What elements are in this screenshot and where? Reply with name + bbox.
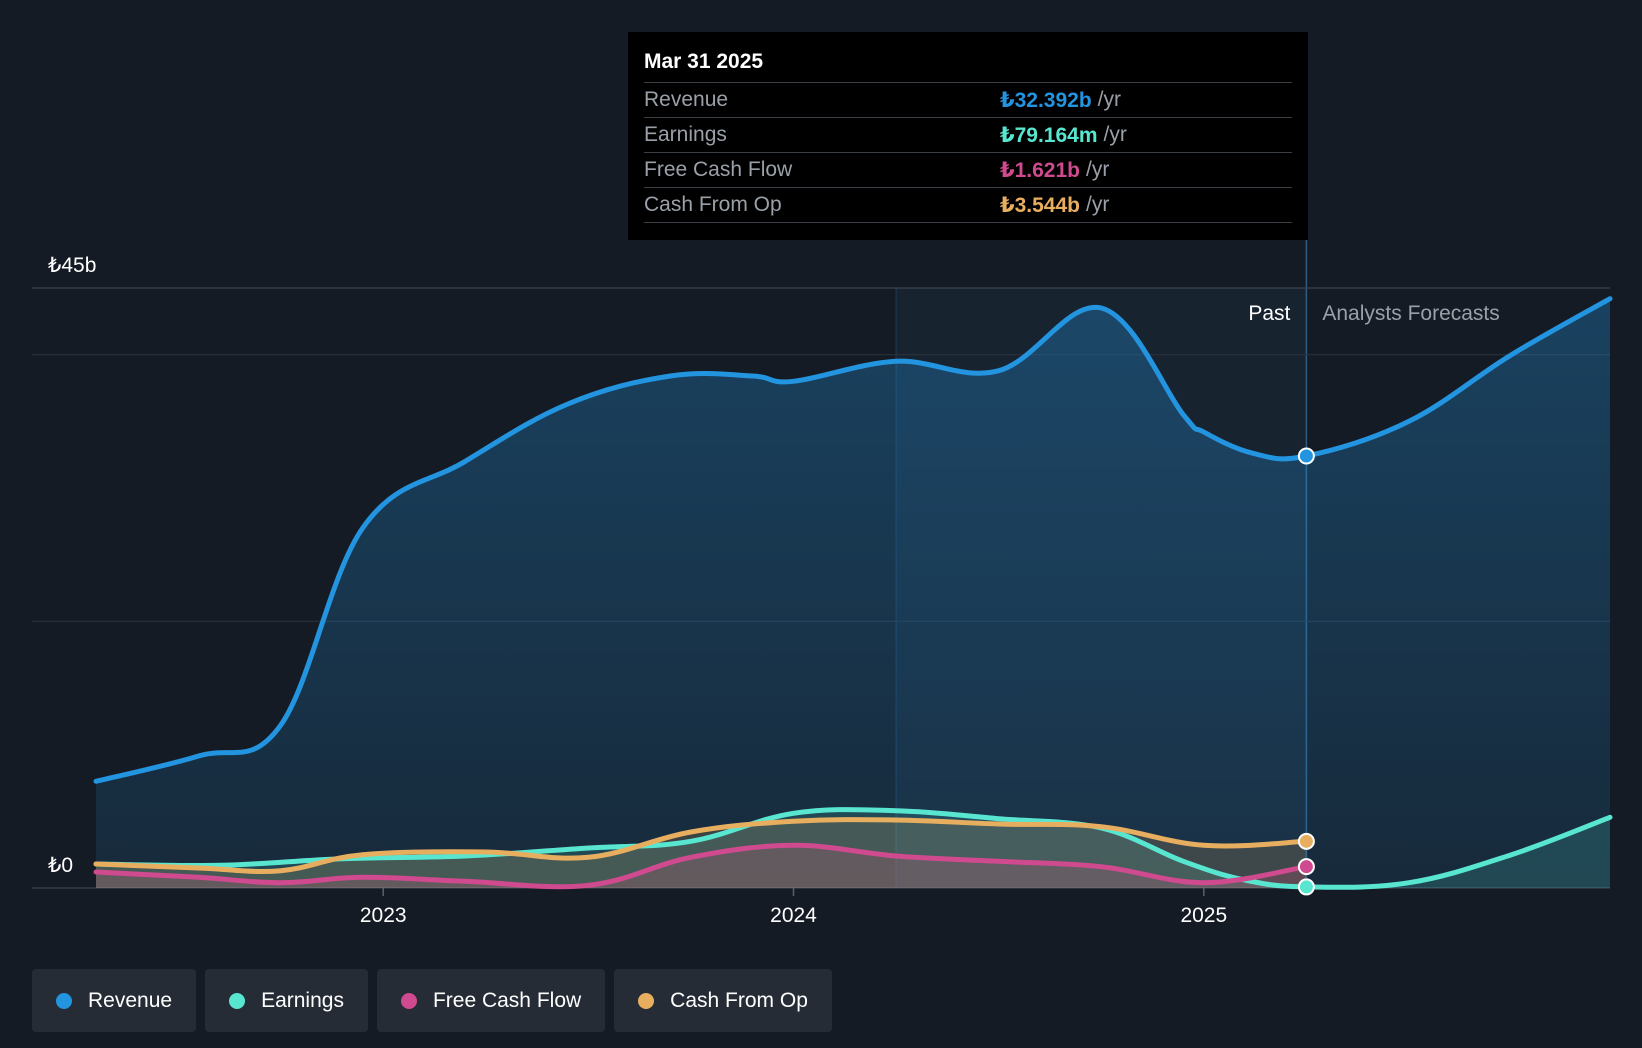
hover-markers <box>1297 447 1315 896</box>
tooltip-label: Earnings <box>644 123 727 146</box>
area-free-cash-flow <box>96 845 1307 888</box>
tooltip-date: Mar 31 2025 <box>644 50 764 73</box>
tooltip-label: Revenue <box>644 88 729 111</box>
legend-item-revenue[interactable]: Revenue <box>32 969 197 1032</box>
tooltip-row-revenue: Revenue ₺32.392b /yr <box>644 82 1292 117</box>
legend-item-free-cash-flow[interactable]: Free Cash Flow <box>376 969 606 1032</box>
x-axis-ticks: 2023 2024 2025 <box>360 888 1227 927</box>
tooltip-unit: /yr <box>1097 88 1121 111</box>
line-free-cash-flow <box>93 842 1309 890</box>
tooltip-value: ₺3.544b <box>1000 193 1080 217</box>
data-tooltip: Mar 31 2025 Revenue ₺32.392b /yr Earning… <box>628 32 1308 240</box>
y-axis-label-max: ₺45b <box>48 254 96 277</box>
tooltip-value: ₺32.392b <box>1000 88 1092 112</box>
tooltip-label: Free Cash Flow <box>644 158 793 181</box>
chart-legend: Revenue Earnings Free Cash Flow Cash Fro… <box>32 969 832 1032</box>
legend-item-cash-from-op[interactable]: Cash From Op <box>614 969 832 1032</box>
legend-label: Revenue <box>88 988 173 1012</box>
marker-free-cash-flow <box>1297 858 1315 876</box>
series-areas <box>96 298 1610 888</box>
legend-dot-icon <box>638 992 655 1009</box>
tooltip-unit: /yr <box>1086 193 1110 216</box>
tooltip-label: Cash From Op <box>644 193 782 216</box>
tooltip-value: ₺1.621b <box>1000 158 1080 182</box>
line-earnings <box>93 807 1613 890</box>
tooltip-row-earnings: Earnings ₺79.164m /yr <box>644 117 1292 152</box>
area-revenue <box>96 298 1610 888</box>
marker-revenue <box>1297 447 1315 465</box>
legend-dot-icon <box>229 992 246 1009</box>
x-tick-label: 2024 <box>770 904 817 927</box>
marker-cash-from-op <box>1297 832 1315 850</box>
tooltip-row-cash-from-op: Cash From Op ₺3.544b /yr <box>644 187 1292 223</box>
y-axis-label-zero: ₺0 <box>48 854 73 877</box>
legend-item-earnings[interactable]: Earnings <box>205 969 368 1032</box>
marker-earnings <box>1297 878 1315 896</box>
x-tick-label: 2023 <box>360 904 407 927</box>
legend-label: Cash From Op <box>670 988 808 1012</box>
past-region-label: Past <box>1248 302 1290 325</box>
tooltip-unit: /yr <box>1103 123 1127 146</box>
legend-dot-icon <box>56 992 72 1009</box>
tooltip-unit: /yr <box>1086 158 1110 181</box>
tooltip-value: ₺79.164m <box>1000 123 1098 147</box>
tooltip-row-free-cash-flow: Free Cash Flow ₺1.621b /yr <box>644 152 1292 187</box>
legend-label: Free Cash Flow <box>432 988 582 1012</box>
forecast-region-label: Analysts Forecasts <box>1322 302 1499 325</box>
legend-label: Earnings <box>261 988 344 1012</box>
legend-dot-icon <box>400 992 417 1009</box>
line-cash-from-op <box>93 817 1309 874</box>
x-tick-label: 2025 <box>1180 904 1227 927</box>
